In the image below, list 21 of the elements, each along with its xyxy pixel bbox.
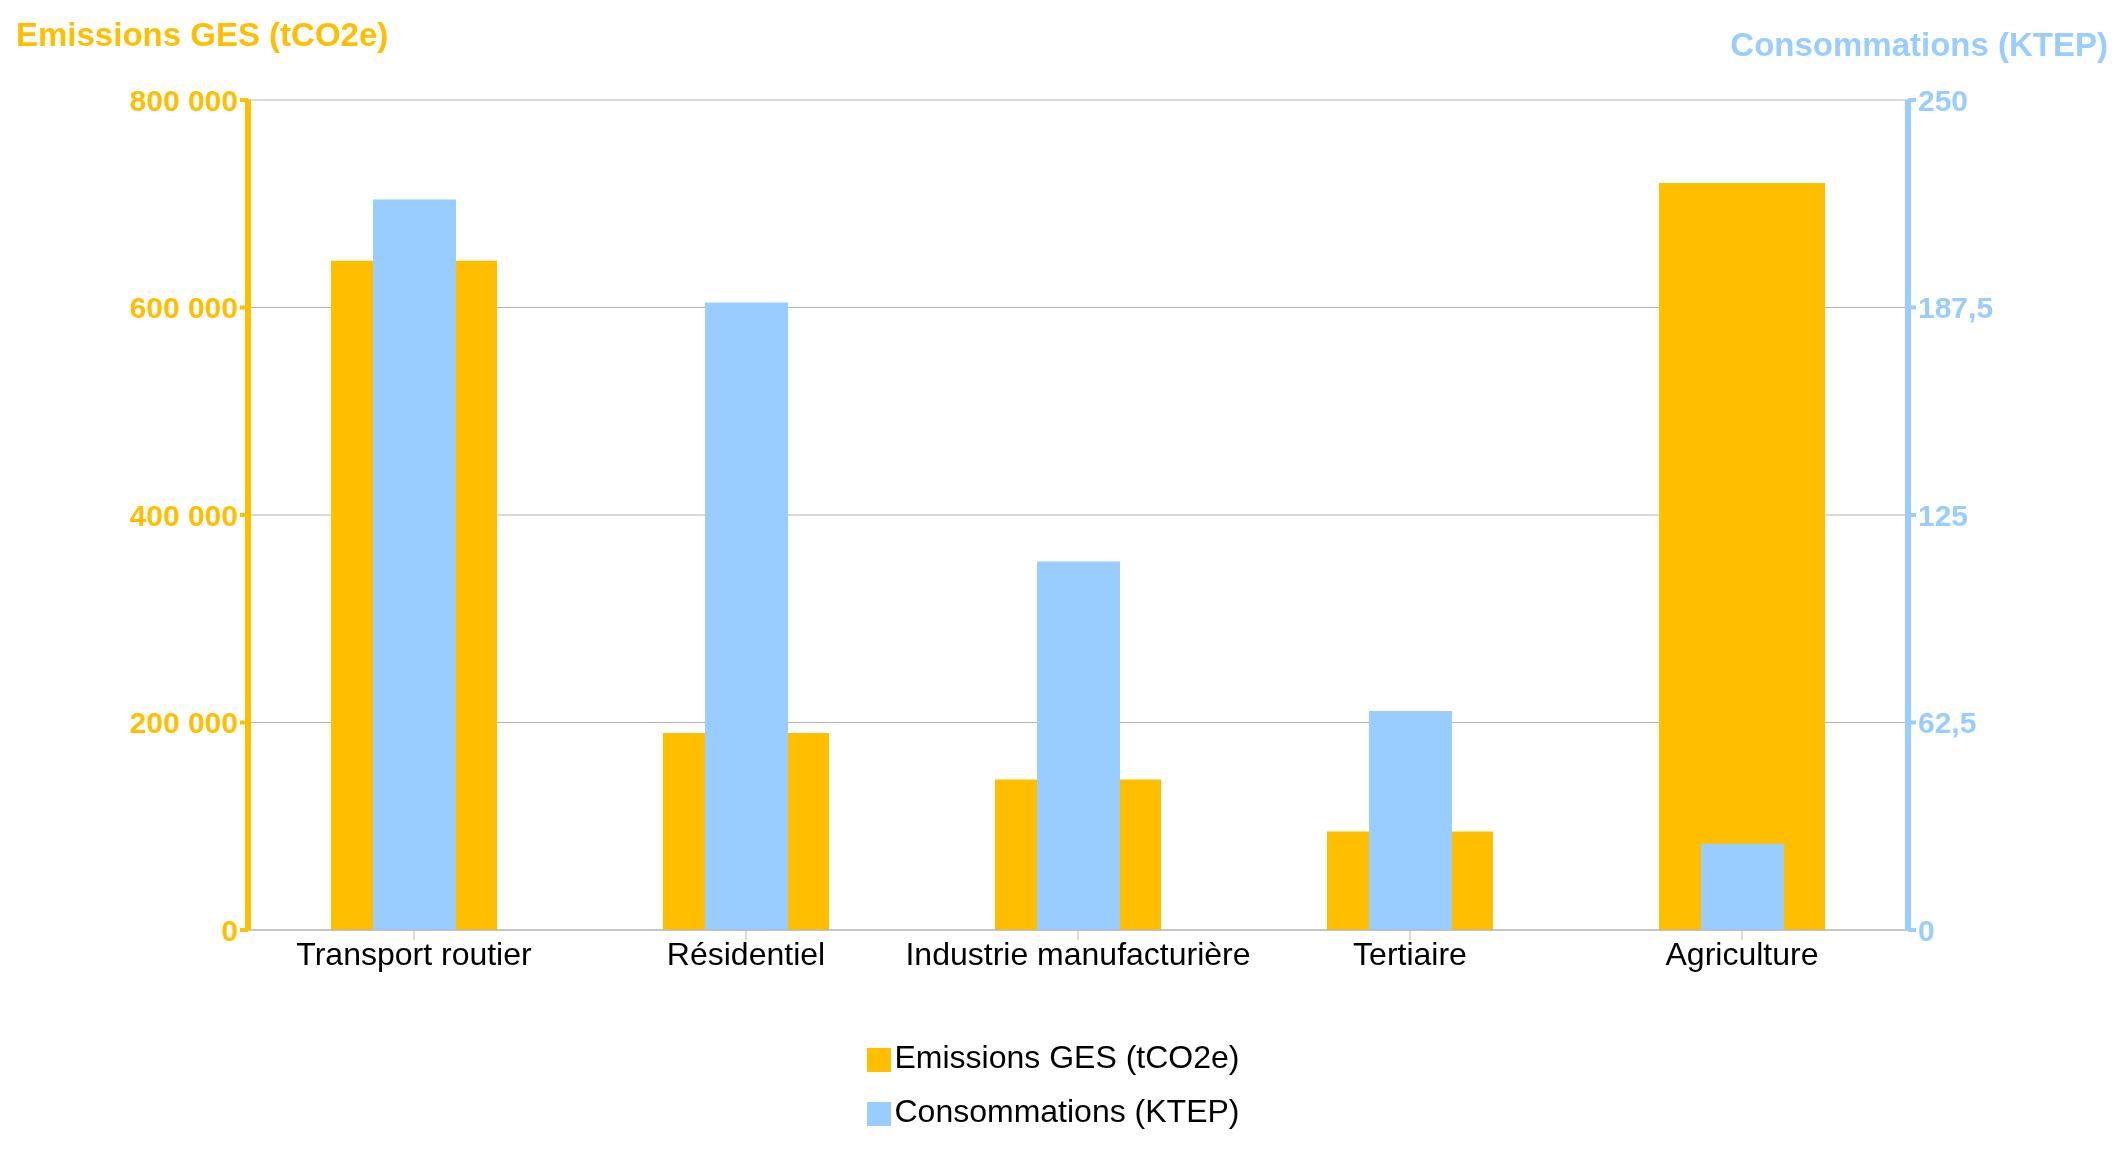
y2-tick-label: 62,5 — [1918, 706, 1977, 740]
y-tick-label: 0 — [221, 913, 238, 947]
x-tick-label: Industrie manufacturière — [905, 935, 1251, 972]
x-tick-label: Tertiaire — [1353, 935, 1467, 972]
y2-tick-label: 0 — [1918, 913, 1935, 947]
y-tick-label: 400 000 — [129, 498, 238, 532]
y-axis-title: Emissions GES (tCO2e) — [16, 16, 389, 54]
x-tick-label: Agriculture — [1665, 935, 1819, 972]
x-tick-label: Transport routier — [296, 935, 533, 972]
y2-axis-title: Consommations (KTEP) — [1730, 26, 2108, 64]
bar — [1701, 843, 1784, 930]
y2-tick-label: 125 — [1918, 498, 1969, 532]
y-tick-label: 800 000 — [129, 83, 238, 117]
legend-label: Consommations (KTEP) — [894, 1093, 1240, 1129]
bar — [1659, 183, 1825, 930]
y2-tick-label: 187,5 — [1918, 291, 1994, 325]
x-tick-label: Résidentiel — [666, 935, 826, 972]
y-tick-label: 200 000 — [129, 706, 238, 740]
y-tick-label: 600 000 — [129, 291, 238, 325]
y2-tick-label: 250 — [1918, 83, 1969, 117]
legend-label: Emissions GES (tCO2e) — [894, 1039, 1240, 1075]
